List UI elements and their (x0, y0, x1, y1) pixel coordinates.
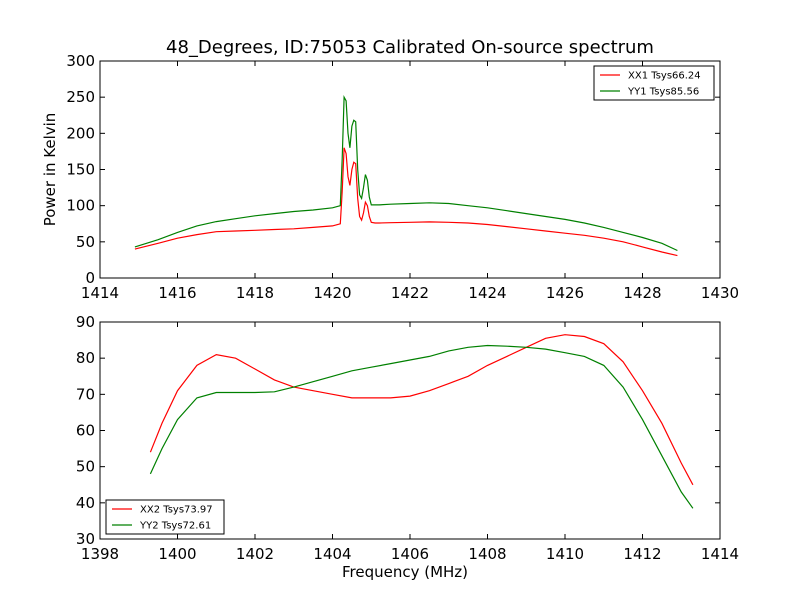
y-tick-label: 150 (66, 161, 95, 179)
y-tick-label: 250 (66, 88, 95, 106)
y-tick-label: 100 (66, 197, 95, 215)
x-tick-label: 1398 (81, 545, 119, 563)
x-tick-label: 1414 (701, 545, 739, 563)
x-tick-label: 1420 (313, 284, 351, 302)
y-tick-label: 50 (76, 233, 95, 251)
series-line-yy (149, 344, 694, 509)
x-axis-label: Frequency (MHz) (342, 563, 468, 581)
y-tick-label: 300 (66, 52, 95, 70)
y-tick-label: 30 (76, 530, 95, 548)
y-tick-label: 90 (76, 313, 95, 331)
figure-title: 48_Degrees, ID:75053 Calibrated On-sourc… (166, 37, 654, 58)
legend-box (593, 65, 715, 101)
legend-box (105, 499, 225, 535)
x-tick-label: 1422 (391, 284, 429, 302)
x-tick-label: 1400 (158, 545, 196, 563)
series-line-yy (134, 95, 678, 252)
legend-label: XX1 Tsys66.24 (628, 71, 701, 82)
series-line-xx (149, 334, 694, 486)
legend-label: YY2 Tsys72.61 (139, 521, 211, 532)
x-tick-label: 1428 (623, 284, 661, 302)
bottom-panel: 1398 1400 1402 1404 1406 1408 1410 1412 1414 30 40… (76, 313, 739, 581)
legend-label: XX2 Tsys73.97 (140, 505, 213, 516)
x-tick-label: 1406 (391, 545, 429, 563)
x-tick-label: 1410 (546, 545, 584, 563)
y-axis-label: Power in Kelvin (41, 113, 59, 227)
y-tick-label: 80 (76, 349, 95, 367)
legend-label: YY1 Tsys85.56 (627, 87, 699, 98)
legend: XX2 Tsys73.97 YY2 Tsys72.61 (105, 499, 225, 535)
x-tick-label: 1426 (546, 284, 584, 302)
y-tick-label: 200 (66, 124, 95, 142)
legend: XX1 Tsys66.24 YY1 Tsys85.56 (593, 65, 715, 101)
x-tick-label: 1416 (158, 284, 196, 302)
x-tick-label: 1402 (236, 545, 274, 563)
series-line-xx (134, 147, 678, 257)
y-tick-label: 0 (85, 269, 95, 287)
x-tick-label: 1412 (623, 545, 661, 563)
x-tick-label: 1430 (701, 284, 739, 302)
x-tick-label: 1424 (468, 284, 506, 302)
y-tick-label: 50 (76, 458, 95, 476)
x-tick-label: 1404 (313, 545, 351, 563)
y-tick-label: 40 (76, 494, 95, 512)
y-tick-label: 60 (76, 422, 95, 440)
top-panel: 1414 1416 1418 1420 1422 1424 1426 1428 1430 0 50 1… (41, 52, 739, 302)
x-tick-label: 1414 (81, 284, 119, 302)
x-tick-label: 1418 (236, 284, 274, 302)
x-tick-label: 1408 (468, 545, 506, 563)
y-tick-label: 70 (76, 385, 95, 403)
